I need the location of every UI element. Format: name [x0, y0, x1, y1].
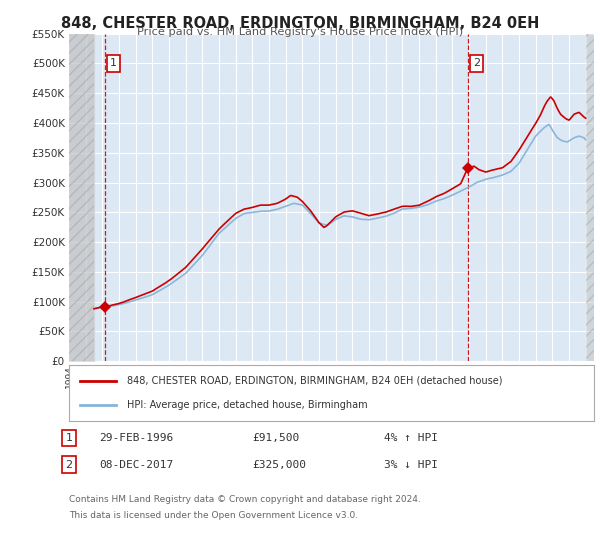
Bar: [586, 34, 594, 361]
Text: Contains HM Land Registry data © Crown copyright and database right 2024.: Contains HM Land Registry data © Crown c…: [69, 495, 421, 504]
Text: £91,500: £91,500: [252, 433, 299, 443]
Text: 1: 1: [110, 58, 117, 68]
Text: 08-DEC-2017: 08-DEC-2017: [99, 460, 173, 470]
Text: 29-FEB-1996: 29-FEB-1996: [99, 433, 173, 443]
Text: 848, CHESTER ROAD, ERDINGTON, BIRMINGHAM, B24 0EH (detached house): 848, CHESTER ROAD, ERDINGTON, BIRMINGHAM…: [127, 376, 502, 386]
Text: This data is licensed under the Open Government Licence v3.0.: This data is licensed under the Open Gov…: [69, 511, 358, 520]
Text: 2: 2: [65, 460, 73, 470]
Text: 3% ↓ HPI: 3% ↓ HPI: [384, 460, 438, 470]
Text: 2: 2: [473, 58, 480, 68]
Text: HPI: Average price, detached house, Birmingham: HPI: Average price, detached house, Birm…: [127, 400, 367, 410]
Text: 1: 1: [65, 433, 73, 443]
Text: £325,000: £325,000: [252, 460, 306, 470]
Bar: [69, 34, 94, 361]
Text: Price paid vs. HM Land Registry's House Price Index (HPI): Price paid vs. HM Land Registry's House …: [137, 27, 463, 37]
Text: 848, CHESTER ROAD, ERDINGTON, BIRMINGHAM, B24 0EH: 848, CHESTER ROAD, ERDINGTON, BIRMINGHAM…: [61, 16, 539, 31]
Text: 4% ↑ HPI: 4% ↑ HPI: [384, 433, 438, 443]
